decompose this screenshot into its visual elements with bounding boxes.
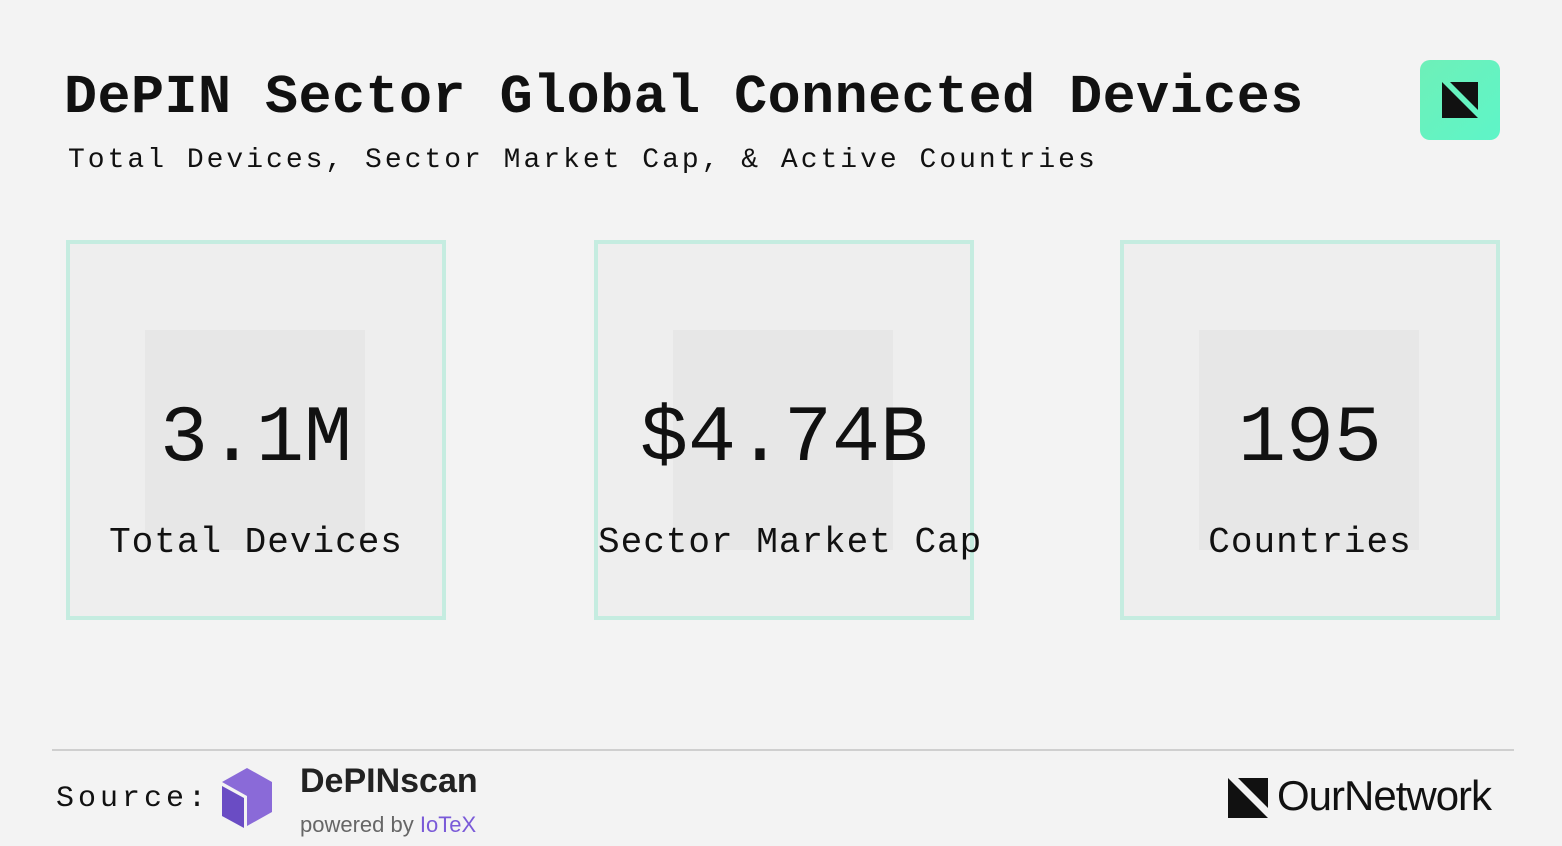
source-name: DePINscan <box>300 762 478 800</box>
brand-name: OurNetwork <box>1277 772 1492 819</box>
stat-card: 3.1M Total Devices <box>66 240 446 620</box>
stat-value: 3.1M <box>159 394 353 485</box>
source-label: Source: <box>56 782 211 816</box>
logo <box>1420 60 1500 140</box>
watermark <box>1199 330 1419 550</box>
stat-label: Total Devices <box>109 522 403 563</box>
title: DePIN Sector Global Connected Devices <box>64 66 1304 129</box>
powered-by-brand: IoTeX <box>419 812 477 837</box>
watermark <box>145 330 365 550</box>
stat-card: 195 Countries <box>1120 240 1500 620</box>
stat-value: $4.74B <box>639 394 929 485</box>
watermark <box>673 330 893 550</box>
subtitle: Total Devices, Sector Market Cap, & Acti… <box>68 145 1098 176</box>
divider <box>52 749 1514 751</box>
stat-label: Sector Market Cap <box>598 522 983 563</box>
logo-mark <box>1442 82 1478 118</box>
powered-by: powered by IoTeX <box>300 812 476 838</box>
brand-mark <box>1228 778 1268 818</box>
powered-by-text: powered by <box>300 812 414 837</box>
stat-label: Countries <box>1208 522 1412 563</box>
stat-value: 195 <box>1237 394 1383 485</box>
depinscan-logo <box>222 768 272 828</box>
stat-card: $4.74B Sector Market Cap <box>594 240 983 620</box>
